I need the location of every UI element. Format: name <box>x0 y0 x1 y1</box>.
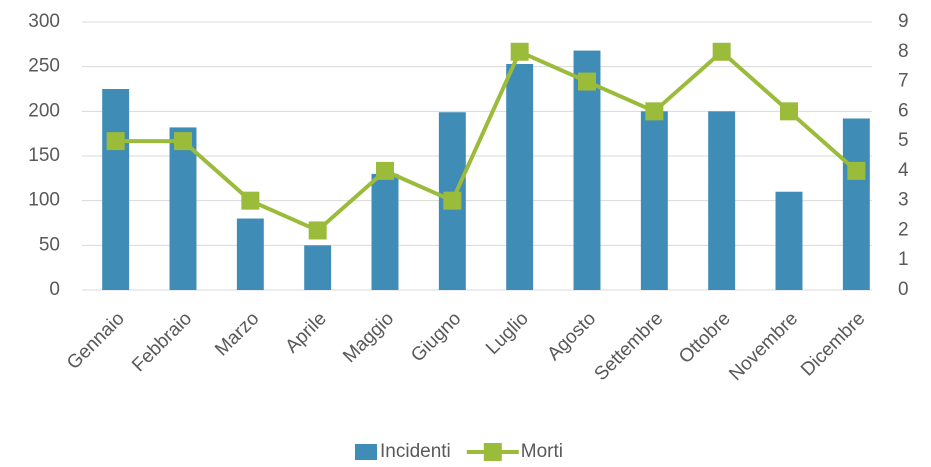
bar <box>169 127 197 290</box>
x-tick-label: Febbraio <box>128 308 196 376</box>
y2-tick-label: 0 <box>898 279 909 300</box>
marker <box>847 161 866 180</box>
x-tick-label: Ottobre <box>675 308 735 368</box>
y2-tick-label: 1 <box>898 249 909 270</box>
y2-tick-label: 3 <box>898 190 909 211</box>
x-tick-label: Agosto <box>543 308 600 365</box>
x-tick-label: Maggio <box>339 308 398 367</box>
bar <box>371 173 399 290</box>
y2-tick-label: 9 <box>898 11 909 32</box>
y2-tick-label: 5 <box>898 130 909 151</box>
x-tick-label: Novembre <box>725 308 802 385</box>
marker <box>376 161 394 180</box>
marker <box>712 42 731 61</box>
x-tick-label: Luglio <box>482 308 533 359</box>
bar <box>236 218 264 290</box>
marker <box>174 132 192 151</box>
marker <box>578 72 596 91</box>
y-tick-label: 150 <box>28 145 60 166</box>
marker <box>645 102 664 121</box>
y2-tick-label: 7 <box>898 71 909 92</box>
x-tick-label: Giugno <box>407 308 465 366</box>
y-tick-label: 0 <box>49 279 60 300</box>
y2-tick-label: 6 <box>898 100 909 121</box>
y2-tick-label: 4 <box>898 160 909 181</box>
x-tick-label: Settembre <box>591 308 668 385</box>
y-tick-label: 200 <box>28 100 60 121</box>
marker <box>443 191 462 210</box>
y-tick-label: 300 <box>28 11 60 32</box>
legend-swatch <box>355 444 377 460</box>
bar <box>775 191 803 290</box>
x-tick-label: Aprile <box>282 308 331 357</box>
line <box>115 49 858 233</box>
marker <box>106 132 125 151</box>
y2-tick-label: 8 <box>898 41 909 62</box>
legend-swatch <box>483 443 502 461</box>
marker <box>780 102 798 121</box>
y-tick-label: 250 <box>28 56 60 77</box>
x-tick-label: Marzo <box>211 308 263 360</box>
y-tick-label: 100 <box>28 190 60 211</box>
bar <box>304 245 332 290</box>
y2-tick-label: 2 <box>898 219 909 240</box>
x-tick-label: Gennaio <box>63 308 129 374</box>
bar <box>708 111 736 290</box>
legend-label: Morti <box>521 441 563 462</box>
bar <box>102 89 130 290</box>
legend-label: Incidenti <box>380 441 451 462</box>
bar <box>506 63 534 291</box>
marker <box>510 42 529 61</box>
bar <box>842 118 870 290</box>
marker <box>241 191 260 210</box>
bar <box>640 111 668 290</box>
y-tick-label: 50 <box>39 234 60 255</box>
marker <box>308 221 327 240</box>
x-tick-label: Dicembre <box>797 308 869 380</box>
